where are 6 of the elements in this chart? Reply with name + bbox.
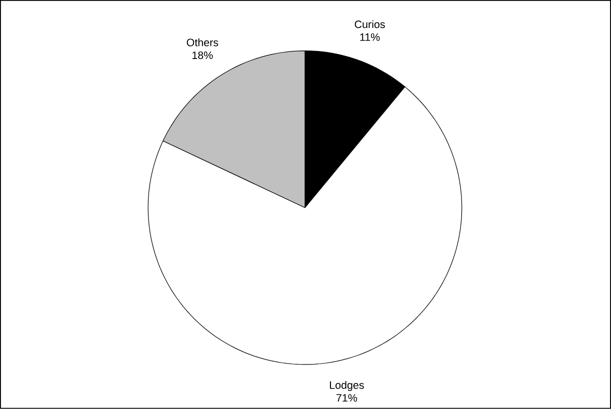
- slice-label: Curios: [354, 20, 385, 28]
- data-label: 71%: [336, 394, 358, 402]
- data-label: 18%: [192, 52, 213, 60]
- data-label: 11%: [360, 33, 380, 41]
- slice-label: Lodges: [330, 381, 364, 392]
- slice-label: Others: [186, 38, 218, 46]
